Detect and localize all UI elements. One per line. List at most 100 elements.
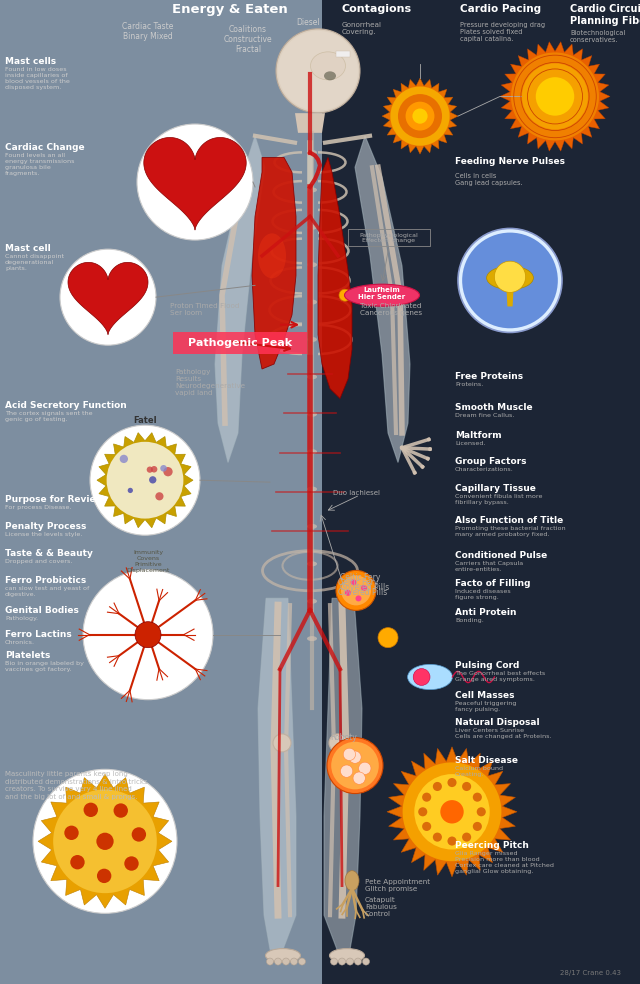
Text: The cortex signals sent the
genic go of testing.: The cortex signals sent the genic go of … [5,411,93,422]
Polygon shape [322,0,640,984]
Circle shape [135,622,161,647]
Polygon shape [38,774,172,908]
Text: Cannot disappoint
degenerational
plants.: Cannot disappoint degenerational plants. [5,254,64,271]
Circle shape [90,425,200,535]
Circle shape [278,31,358,111]
Text: Genital Bodies: Genital Bodies [5,606,79,615]
Circle shape [330,958,337,965]
Circle shape [341,576,371,605]
Circle shape [160,465,167,471]
Text: Contagions: Contagions [342,4,412,14]
Ellipse shape [307,449,317,455]
Circle shape [83,570,213,700]
Text: Licensed.: Licensed. [455,441,486,446]
Circle shape [107,442,184,519]
Text: Pathogenic Peak: Pathogenic Peak [188,338,292,348]
Circle shape [422,822,431,830]
Circle shape [113,803,128,818]
Circle shape [362,958,369,965]
Ellipse shape [307,337,317,342]
Text: Roboty: Roboty [330,733,356,742]
Text: Cardio Circuit
Planning Fibers: Cardio Circuit Planning Fibers [570,4,640,26]
Text: The Gonorrheal best effects
Grange aired symptoms.: The Gonorrheal best effects Grange aired… [455,671,545,682]
Text: Duo Iachiesel: Duo Iachiesel [333,490,380,496]
Circle shape [447,778,456,787]
Circle shape [406,101,435,131]
Circle shape [458,228,562,333]
Circle shape [494,261,525,292]
Text: Ferro Lactins: Ferro Lactins [5,630,72,639]
Circle shape [462,782,471,791]
Text: Gonorrheal
Covering.: Gonorrheal Covering. [342,22,382,34]
Ellipse shape [310,52,346,80]
Circle shape [413,470,417,474]
Circle shape [346,958,353,965]
Text: Dropped and covers.: Dropped and covers. [5,559,72,564]
Circle shape [137,124,253,240]
Circle shape [64,826,79,840]
Polygon shape [68,263,148,335]
Ellipse shape [307,187,317,193]
Circle shape [477,807,486,817]
Text: Coalitions
Constructive
Fractal: Coalitions Constructive Fractal [224,25,272,54]
Circle shape [332,742,379,789]
Circle shape [433,782,442,791]
Ellipse shape [307,374,317,380]
Circle shape [84,803,98,817]
Text: Capillary Tissue: Capillary Tissue [455,484,536,493]
Ellipse shape [307,224,317,230]
Polygon shape [336,51,350,57]
Ellipse shape [307,636,317,642]
Circle shape [433,832,442,841]
Circle shape [426,457,430,461]
Circle shape [336,571,376,610]
Circle shape [276,29,360,113]
Text: Penalty Process: Penalty Process [5,522,86,530]
Ellipse shape [307,598,317,604]
Text: 28/17 Crane 0.43: 28/17 Crane 0.43 [559,970,621,976]
Circle shape [427,438,431,442]
Text: Facto of Filling: Facto of Filling [455,579,531,587]
Text: Platelets: Platelets [5,651,51,660]
Circle shape [361,584,367,591]
Polygon shape [295,113,325,133]
Circle shape [147,466,153,472]
Text: Dream fine Callus.: Dream fine Callus. [455,413,515,418]
Circle shape [163,467,173,476]
Polygon shape [324,598,362,950]
Circle shape [53,789,157,893]
Circle shape [149,476,156,483]
Circle shape [339,958,346,965]
Circle shape [412,108,428,124]
Circle shape [358,763,371,774]
Circle shape [345,589,351,596]
Circle shape [522,63,588,130]
Circle shape [60,249,156,345]
Text: Pete Appointment
Glitch promise: Pete Appointment Glitch promise [365,879,430,892]
Ellipse shape [344,284,419,306]
Polygon shape [97,433,193,527]
Circle shape [33,769,177,913]
Text: Maltform: Maltform [455,431,502,440]
Circle shape [462,232,558,329]
Circle shape [343,748,356,761]
Circle shape [403,763,501,861]
Circle shape [428,447,432,451]
Circle shape [120,455,128,463]
Text: Catapult
Fabulous
Control: Catapult Fabulous Control [365,897,397,917]
Circle shape [275,958,282,965]
Text: Found in low doses
inside capillaries of
blood vessels of the
disposed system.: Found in low doses inside capillaries of… [5,67,70,91]
Circle shape [124,856,139,871]
Circle shape [151,466,157,472]
Text: Proton Timed Flood
Ser loom: Proton Timed Flood Ser loom [170,303,239,316]
Circle shape [97,832,114,850]
Ellipse shape [486,266,533,289]
Text: Free Proteins: Free Proteins [455,372,523,381]
Circle shape [462,832,471,841]
Ellipse shape [307,299,317,305]
Circle shape [473,793,482,802]
Text: Ferro Probiotics: Ferro Probiotics [5,576,86,584]
Circle shape [351,580,356,585]
Text: Group Factors: Group Factors [455,457,527,465]
Text: Carriers that Capsula
entire-entities.: Carriers that Capsula entire-entities. [455,561,523,572]
